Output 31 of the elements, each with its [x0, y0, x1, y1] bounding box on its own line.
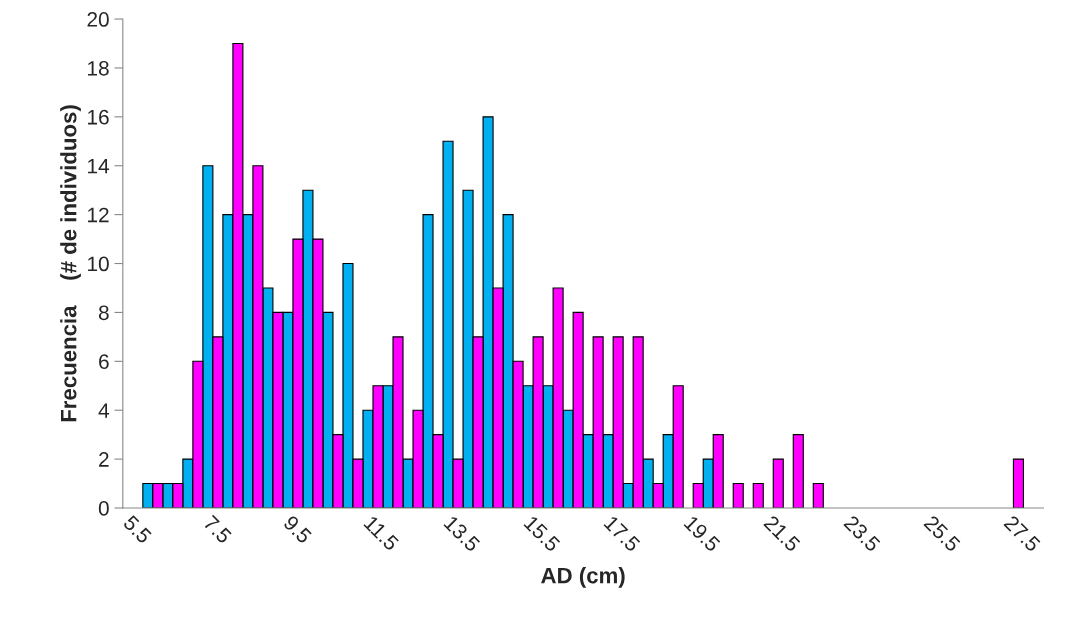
y-tick-label: 4	[98, 403, 110, 418]
x-tick-label: 27.5	[1003, 514, 1042, 553]
x-tick-label: 13.5	[443, 515, 481, 553]
bar	[772, 458, 784, 508]
x-tick-label: 5.5	[122, 514, 153, 545]
y-tick-label: 16	[88, 109, 109, 125]
x-tick-label: 21.5	[763, 514, 801, 553]
x-tick-label: 15.5	[523, 515, 561, 553]
x-tick-label: 25.5	[923, 514, 962, 553]
y-tick-label: 12	[88, 207, 109, 223]
bar	[1012, 458, 1024, 508]
y-tick-label: 10	[88, 256, 109, 272]
x-tick-label: 17.5	[603, 515, 641, 553]
y-axis-title: Frecuencia (# de individuos)	[60, 105, 81, 422]
x-tick-label: 11.5	[363, 515, 400, 552]
y-tick-label: 14	[88, 158, 110, 174]
x-tick-label: 9.5	[282, 514, 313, 545]
x-tick-label: 23.5	[843, 514, 881, 553]
bar	[812, 482, 824, 508]
x-axis-title: AD (cm)	[541, 567, 625, 588]
y-tick-label: 20	[87, 12, 109, 27]
x-tick-label: 19.5	[683, 515, 721, 553]
x-tick-label: 7.5	[202, 514, 233, 545]
y-tick-label: 6	[99, 354, 109, 370]
bar	[752, 482, 764, 508]
bar	[732, 482, 744, 508]
y-tick-label: 8	[98, 305, 109, 321]
bar	[792, 434, 804, 508]
y-tick-label: 2	[99, 452, 109, 467]
y-tick-label: 0	[98, 501, 109, 516]
y-tick-label: 18	[88, 60, 109, 76]
